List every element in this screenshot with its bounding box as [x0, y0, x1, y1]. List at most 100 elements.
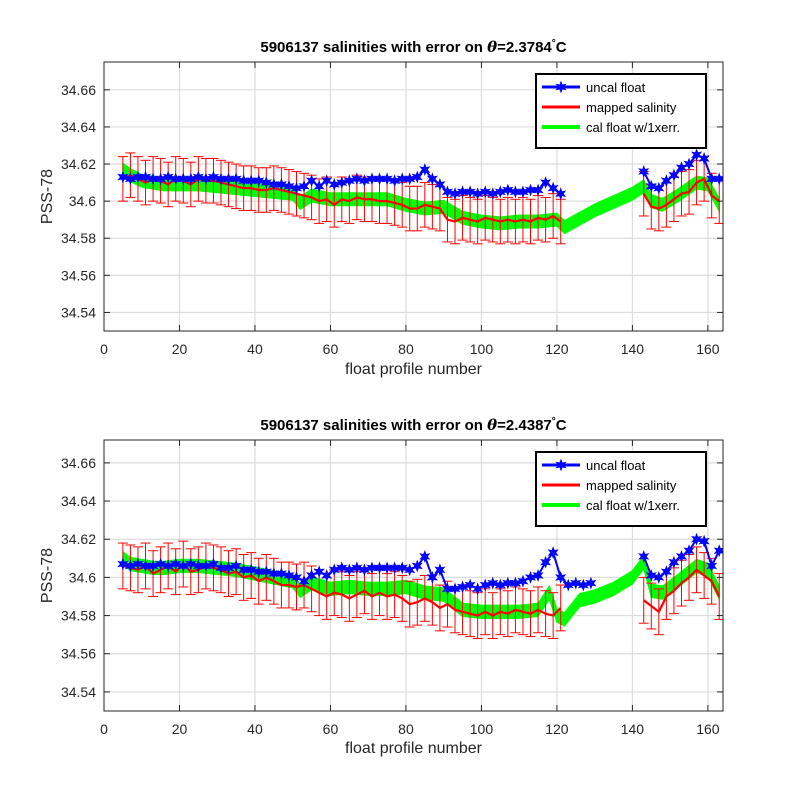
title-value: =2.3784	[497, 39, 552, 56]
uncal-float-point	[441, 185, 454, 199]
uncal-float-point	[668, 168, 680, 182]
uncal-float-point	[411, 559, 423, 573]
title-theta: θ	[487, 416, 497, 434]
uncal-float-point	[117, 170, 129, 184]
mapped-salinity-line	[642, 177, 720, 210]
uncal-float-point	[351, 561, 363, 575]
y-tick-label: 34.66	[61, 82, 96, 98]
uncal-float-point	[117, 557, 129, 571]
uncal-float-point	[351, 172, 363, 186]
uncal-float-point	[426, 172, 438, 186]
uncal-float-point	[155, 557, 167, 571]
uncal-float-point	[185, 557, 197, 571]
title-prefix: 5906137 salinities with error on	[260, 39, 487, 56]
uncal-float-point	[713, 172, 723, 186]
y-tick-label: 34.54	[61, 304, 96, 320]
uncal-float-point	[321, 569, 333, 582]
uncal-float-point	[713, 544, 723, 558]
uncal-float-point	[487, 576, 499, 590]
y-tick-label: 34.54	[61, 684, 96, 700]
legend: uncal float mapped salinity cal float w/1x…	[535, 73, 707, 149]
uncal-float-point	[132, 557, 144, 571]
legend-label: mapped salinity	[586, 478, 677, 493]
uncal-float-point	[207, 557, 220, 571]
title-unit: C	[556, 39, 567, 56]
x-tick-label: 100	[470, 341, 494, 357]
x-tick-label: 120	[545, 341, 569, 357]
title-degree: °	[552, 38, 556, 49]
x-tick-label: 60	[323, 341, 339, 357]
uncal-float-point	[313, 565, 325, 579]
legend-label: cal float w/1xerr.	[586, 120, 680, 135]
uncal-float-point	[698, 534, 710, 548]
uncal-float-point	[434, 177, 446, 191]
x-tick-label: 40	[247, 721, 263, 737]
legend-label: cal float w/1xerr.	[586, 498, 680, 513]
x-tick-label: 0	[100, 721, 108, 737]
uncal-float-point	[653, 570, 665, 584]
uncal-float-point	[275, 177, 287, 191]
uncal-float-point	[464, 185, 476, 199]
uncal-float-point	[690, 532, 703, 546]
uncal-float-point	[532, 569, 544, 582]
uncal-float-point	[396, 561, 408, 575]
uncal-float-point	[298, 179, 310, 193]
uncal-float-point	[638, 165, 650, 178]
uncal-float-point	[547, 546, 559, 560]
x-tick-label: 160	[696, 721, 720, 737]
x-tick-label: 100	[470, 721, 494, 737]
chart-title: 5906137 salinities with error on θ=2.378…	[260, 38, 566, 56]
x-axis-label: float profile number	[345, 361, 483, 378]
legend-label: uncal float	[586, 80, 646, 95]
y-tick-label: 34.58	[61, 608, 96, 624]
uncal-float-point	[660, 565, 672, 579]
uncal-float-point	[411, 170, 423, 184]
uncal-float-point	[479, 185, 491, 199]
y-tick-label: 34.58	[61, 230, 96, 246]
uncal-float-point	[668, 555, 680, 569]
uncal-float-point	[260, 176, 272, 190]
uncal-float-point	[570, 576, 582, 590]
legend-star-icon	[555, 458, 567, 472]
uncal-float-point	[162, 170, 174, 184]
uncal-float-point	[253, 174, 265, 188]
chart-1: 0 20 40 60 80 100 120 140 160 34.54 34.56 34.58 34.6…	[39, 38, 724, 378]
axes-box	[103, 61, 724, 332]
uncal-float-point	[170, 557, 182, 571]
uncal-float-point	[283, 179, 295, 193]
x-tick-label: 80	[398, 341, 414, 357]
axes-box	[103, 439, 724, 712]
uncal-float-point	[645, 179, 657, 193]
uncal-float-point	[698, 152, 710, 165]
uncal-float-point	[298, 574, 310, 588]
uncal-float-point	[683, 544, 695, 558]
y-axis-label: PSS-78	[39, 169, 56, 224]
uncal-float-point	[321, 174, 333, 188]
x-tick-label: 40	[247, 341, 263, 357]
uncal-float-point	[275, 567, 287, 581]
uncal-float-point	[426, 570, 438, 584]
uncal-float-point	[683, 157, 695, 171]
uncal-float-point	[464, 578, 476, 592]
title-degree: °	[552, 416, 556, 427]
uncal-float-point	[540, 176, 552, 190]
uncal-float-point	[290, 570, 303, 584]
uncal-float-point	[419, 163, 431, 177]
uncal-float-point	[139, 170, 152, 184]
uncal-float-point	[230, 172, 242, 186]
uncal-float-point	[336, 561, 348, 575]
uncal-float-point	[547, 181, 559, 195]
uncal-float-point	[555, 570, 567, 584]
y-tick-label: 34.6	[69, 569, 96, 585]
chart-title: 5906137 salinities with error on θ=2.438…	[260, 416, 566, 434]
y-tick-label: 34.6	[69, 193, 96, 209]
y-tick-label: 34.66	[61, 455, 96, 471]
title-prefix: 5906137 salinities with error on	[260, 417, 487, 434]
legend-star-icon	[555, 80, 567, 94]
uncal-float-point	[192, 170, 204, 184]
y-tick-label: 34.64	[61, 493, 96, 509]
x-tick-label: 160	[696, 341, 720, 357]
uncal-float-point	[555, 187, 567, 201]
